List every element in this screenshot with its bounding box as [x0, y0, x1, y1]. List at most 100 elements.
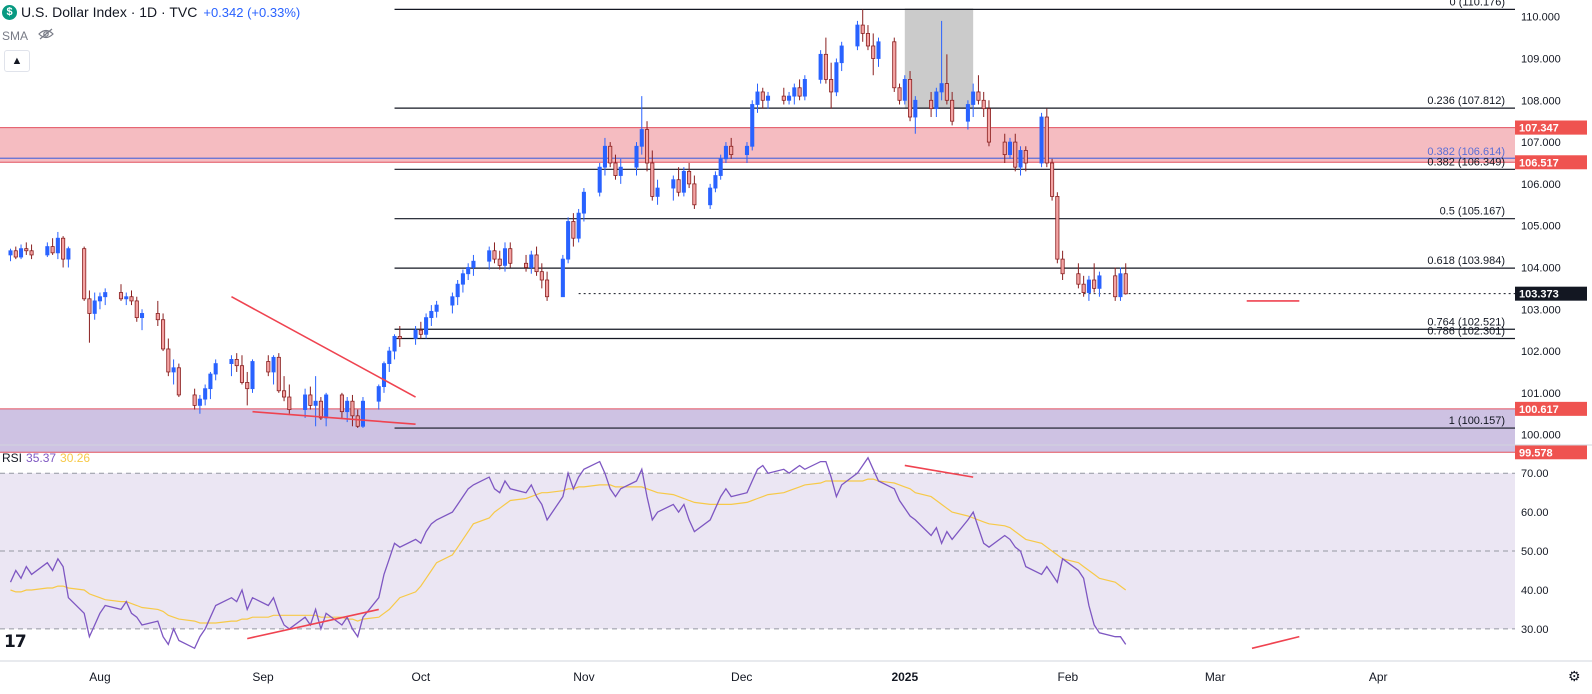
candle-body [634, 145, 639, 168]
candle [55, 231, 60, 260]
symbol-title[interactable]: U.S. Dollar Index · 1D · TVC [21, 4, 198, 20]
candle-body [939, 83, 944, 93]
candle-body [392, 336, 397, 352]
candle [345, 397, 350, 423]
candle-body [581, 191, 586, 214]
rsi-tick-label: 40.00 [1521, 585, 1549, 597]
candle-body [55, 237, 60, 254]
candle-body [534, 254, 539, 273]
candle [61, 236, 66, 268]
candle [971, 83, 976, 118]
candle [308, 386, 313, 410]
candle-body [171, 367, 176, 373]
candle [681, 167, 686, 197]
candle [692, 175, 697, 209]
candle [1060, 250, 1065, 281]
candle [82, 246, 87, 301]
candle-body [529, 254, 534, 268]
fib-label: 1 (100.157) [1449, 415, 1505, 427]
candle [571, 213, 576, 247]
sma-indicator-row[interactable]: SMA [2, 28, 54, 43]
candle [687, 162, 692, 189]
candle-body [1113, 275, 1118, 298]
price-tag [1515, 401, 1587, 416]
candle [487, 246, 492, 270]
candle-body [61, 237, 66, 260]
candle [1050, 158, 1055, 201]
candle-body [860, 24, 865, 34]
candle-body [355, 415, 360, 427]
candle-body [944, 83, 949, 101]
candle-body [986, 108, 991, 143]
candle [1086, 275, 1091, 301]
rsi-divergence-line [247, 608, 379, 640]
candle [1118, 267, 1123, 301]
candle-body [250, 361, 255, 390]
fib-label: 0.236 (107.812) [1427, 95, 1505, 107]
candle [1039, 112, 1044, 168]
candle [671, 175, 676, 201]
candle-body [266, 361, 271, 373]
candle-body [339, 394, 344, 413]
candle [524, 254, 529, 272]
candle [781, 87, 786, 105]
collapse-legend-button[interactable]: ▲ [4, 50, 30, 72]
candle [429, 305, 434, 326]
price-tag [1515, 155, 1587, 170]
eye-hidden-icon[interactable] [38, 28, 54, 43]
candle-body [450, 296, 455, 306]
tradingview-logo-icon[interactable]: 17 [4, 632, 27, 652]
candle-body [1097, 275, 1102, 289]
candle-body [161, 319, 166, 350]
candle [271, 355, 276, 385]
chart-header: $ U.S. Dollar Index · 1D · TVC +0.342 (+… [0, 0, 300, 24]
candle-body [208, 373, 213, 390]
candle-body [376, 386, 381, 402]
candle-body [508, 248, 513, 264]
candle [239, 355, 245, 385]
candle-body [571, 221, 576, 239]
candle-body [308, 394, 313, 406]
fib-label: 0.764 (102.521) [1427, 316, 1505, 328]
candle [87, 290, 92, 343]
candle-body [303, 394, 308, 410]
candle-body [87, 298, 92, 314]
candle-body [913, 99, 918, 118]
candle [1013, 133, 1018, 172]
candle-body [676, 179, 681, 193]
candle [829, 62, 834, 109]
dollar-logo-icon: $ [2, 4, 17, 20]
candle-body [471, 260, 476, 268]
candle-body [1002, 141, 1007, 156]
candle [161, 313, 166, 352]
fib-label: 0.786 (102.301) [1427, 325, 1505, 337]
candle-body [234, 359, 239, 367]
candle [455, 280, 460, 306]
candle [197, 394, 202, 414]
candle-body [360, 400, 365, 427]
candle-body [497, 258, 502, 266]
candle-body [271, 356, 276, 373]
candle [176, 363, 181, 398]
price-tick-label: 103.000 [1521, 304, 1561, 316]
candle-body [455, 283, 460, 298]
candle-body [755, 91, 760, 105]
candle [760, 87, 765, 109]
candle-body [397, 336, 402, 339]
rsi-header[interactable]: RSI 35.37 30.26 [2, 451, 90, 465]
candle [103, 288, 108, 306]
candle-body [687, 170, 692, 185]
candle-body [613, 162, 618, 176]
candle-body [618, 166, 623, 176]
candle-body [965, 104, 970, 122]
candle-body [492, 250, 497, 260]
time-tick-label: Feb [1058, 670, 1079, 684]
candle [902, 75, 907, 105]
gear-icon[interactable]: ⚙ [1568, 668, 1581, 684]
price-change: +0.342 (+0.33%) [203, 4, 301, 20]
candle [466, 263, 471, 281]
candle [797, 79, 802, 101]
candle-body [802, 79, 807, 97]
candle [729, 137, 734, 159]
